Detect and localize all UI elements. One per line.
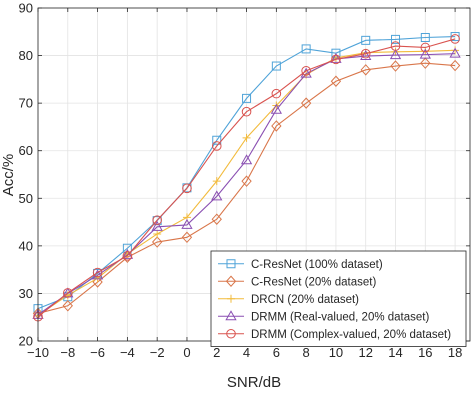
x-axis-label: SNR/dB [227,374,281,391]
data-point [300,97,312,109]
data-point [271,120,282,132]
data-point [360,48,371,59]
legend-item: C-ResNet (100% dataset) [218,259,383,271]
legend-item: DRMM (Real-valued, 20% dataset) [218,310,429,323]
data-point [121,248,134,259]
data-point [420,42,431,53]
y-tick-label: 80 [19,48,33,63]
data-point [420,32,430,42]
data-point [270,103,283,114]
series-line [37,53,456,316]
x-tick-label: 14 [388,345,402,360]
series-line [37,38,456,318]
x-tick-label: 18 [448,345,462,360]
data-point [450,34,460,44]
data-point [122,251,133,261]
x-tick-label: 12 [358,345,372,360]
data-point [92,267,103,278]
data-point [62,288,73,298]
data-point [153,229,162,238]
data-point [211,213,222,225]
series-5 [33,34,460,322]
data-point [361,35,371,45]
series-lines [32,32,461,322]
data-point [331,54,341,65]
legend-label: DRMM (Complex-valued, 20% dataset) [251,329,451,341]
legend-label: C-ResNet (20% dataset) [251,276,376,288]
data-point [62,300,73,312]
legend-label: C-ResNet (100% dataset) [251,259,383,271]
x-tick-label: 6 [273,345,280,360]
legend-label: DRMM (Real-valued, 20% dataset) [251,311,429,323]
x-tick-label: 10 [329,345,343,360]
legend-marker [227,294,235,303]
data-point [151,236,163,248]
data-point [390,41,401,51]
data-point [391,34,401,44]
data-point [419,48,431,59]
data-point [420,57,431,69]
legend-marker [225,310,237,321]
series-4 [32,47,461,319]
data-point [360,64,371,76]
y-tick-label: 90 [19,1,33,16]
x-tick-label: 8 [303,345,310,360]
data-point [360,50,372,61]
data-point [181,218,193,229]
data-point [182,183,192,194]
data-point [212,177,221,186]
data-point [211,190,223,201]
legend-label: DRCN (20% dataset) [251,294,359,306]
y-tick-label: 30 [19,286,33,301]
x-tick-label: −4 [120,345,135,360]
y-axis-label: Acc/% [0,154,17,197]
series-line [37,62,456,314]
legend-marker [226,259,236,269]
legend-item: C-ResNet (20% dataset) [218,275,376,288]
data-point [449,59,461,72]
x-tick-label: 0 [183,345,190,360]
data-point [242,93,252,103]
data-point [181,231,193,244]
series-line [37,35,456,310]
y-tick-label: 50 [19,191,33,206]
legend-marker [225,275,237,287]
data-point [152,215,162,225]
data-point [271,88,282,99]
x-tick-label: −10 [27,345,49,360]
legend-marker [226,328,236,339]
x-tick-label: 4 [243,345,250,360]
data-point [449,47,461,58]
x-tick-label: −8 [60,345,75,360]
data-point [389,49,402,60]
data-point [271,61,281,71]
legend-box [210,250,467,347]
legend-item: DRCN (20% dataset) [218,294,359,306]
x-tick-label: 16 [418,345,432,360]
data-point [330,52,342,63]
legend-item: DRMM (Complex-valued, 20% dataset) [218,329,451,341]
legend: C-ResNet (100% dataset) C-ResNet (20% dat… [210,250,467,347]
data-point [211,141,222,151]
data-point [241,175,252,187]
data-point [151,220,163,231]
data-point [390,60,401,72]
x-tick-label: −2 [150,345,165,360]
series-2 [32,57,461,320]
data-point [330,75,342,88]
data-point [240,154,253,165]
x-tick-label: −6 [90,345,105,360]
y-tick-label: 70 [19,96,33,111]
y-tick-label: 60 [19,143,33,158]
y-tick-label: 20 [19,334,33,349]
data-point [301,44,311,54]
data-point [242,133,251,142]
x-tick-label: 2 [213,345,220,360]
data-point [212,135,222,145]
data-point [241,106,252,117]
data-point [301,65,311,76]
y-tick-label: 40 [19,238,33,253]
